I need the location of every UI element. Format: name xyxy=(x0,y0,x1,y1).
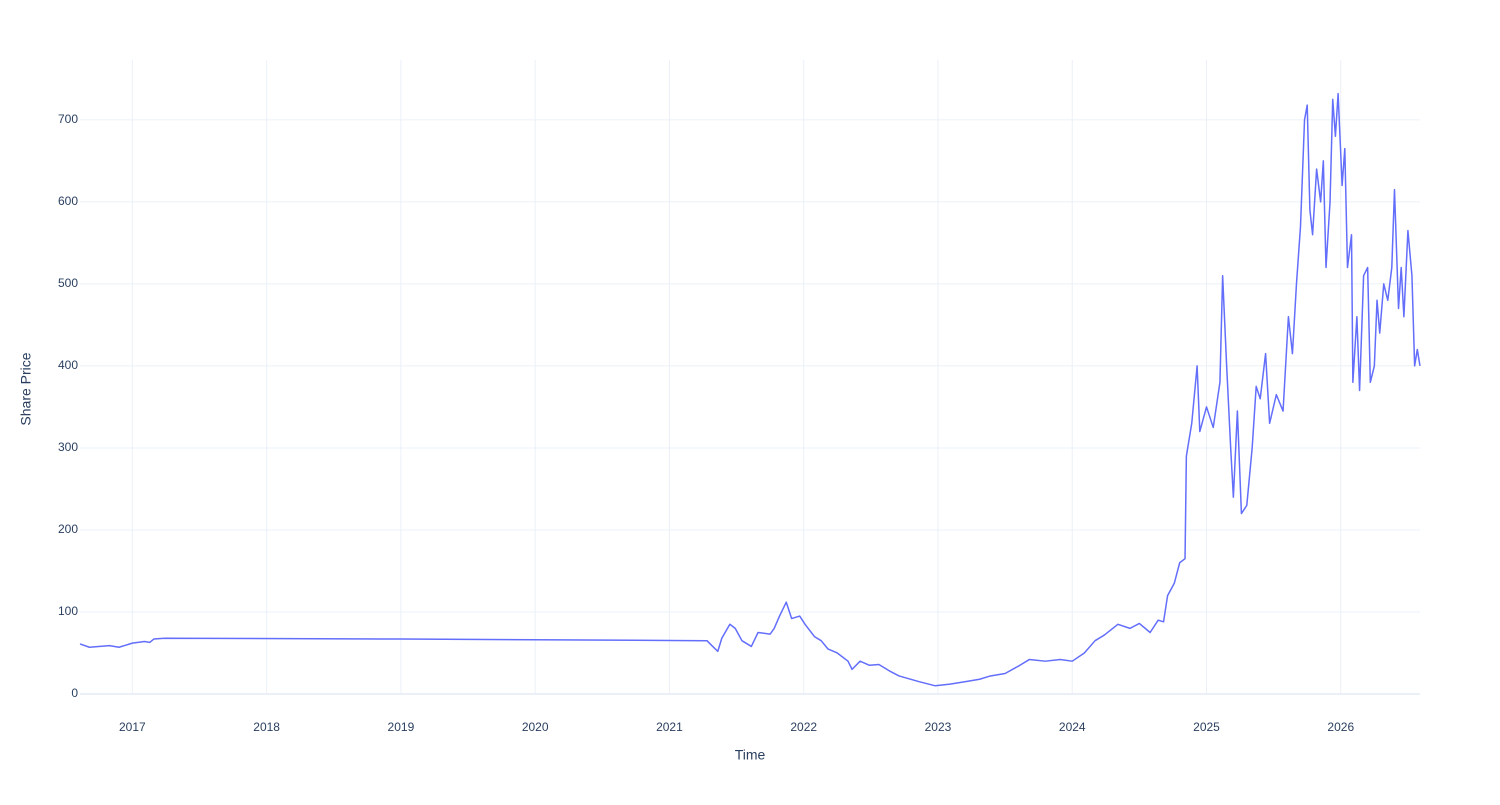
x-tick-label: 2026 xyxy=(1327,720,1354,734)
x-tick-label: 2019 xyxy=(388,720,415,734)
y-tick-label: 500 xyxy=(58,276,78,290)
x-axis-title: Time xyxy=(735,747,766,763)
x-tick-label: 2025 xyxy=(1193,720,1220,734)
y-tick-label: 100 xyxy=(58,604,78,618)
x-tick-label: 2018 xyxy=(253,720,280,734)
y-axis-title: Share Price xyxy=(18,352,34,425)
x-tick-label: 2022 xyxy=(790,720,817,734)
x-tick-label: 2021 xyxy=(656,720,683,734)
x-tick-label: 2017 xyxy=(119,720,146,734)
x-tick-label: 2023 xyxy=(925,720,952,734)
y-tick-label: 700 xyxy=(58,112,78,126)
x-tick-label: 2024 xyxy=(1059,720,1086,734)
y-tick-label: 400 xyxy=(58,358,78,372)
y-tick-label: 0 xyxy=(71,686,78,700)
x-tick-label: 2020 xyxy=(522,720,549,734)
y-tick-label: 600 xyxy=(58,194,78,208)
price-line xyxy=(79,92,1421,687)
y-tick-label: 200 xyxy=(58,522,78,536)
y-tick-label: 300 xyxy=(58,440,78,454)
